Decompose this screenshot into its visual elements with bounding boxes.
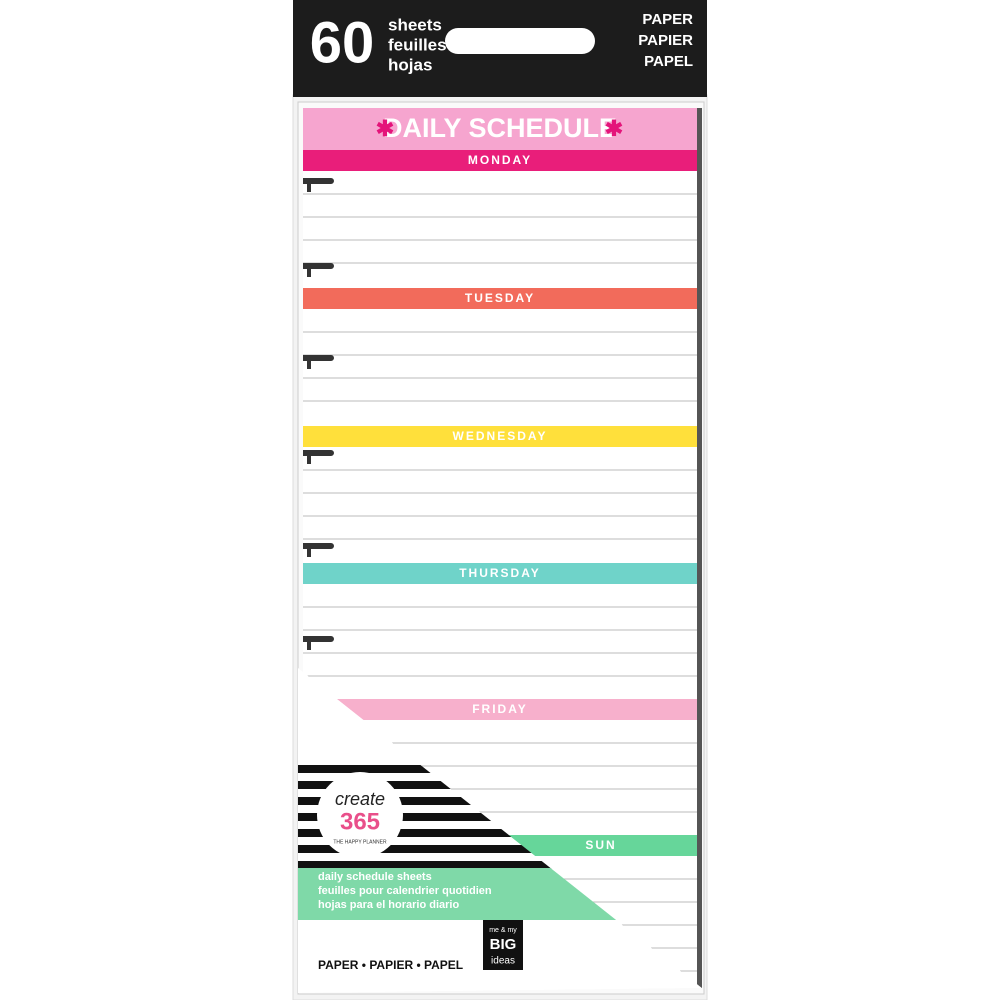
stripe (298, 829, 702, 837)
tagline: THE HAPPY PLANNER (333, 839, 387, 845)
hang-hole (445, 28, 595, 54)
stripe (298, 845, 702, 853)
page-title: DAILY SCHEDULE (383, 113, 617, 143)
day-band (303, 150, 697, 171)
ring-tabs (303, 178, 334, 650)
star: ✱ (605, 116, 623, 141)
sheet-count: 60 (310, 10, 375, 75)
maker: ideas (491, 956, 515, 967)
day-band (303, 699, 697, 720)
day-label: THURSDAY (459, 566, 541, 580)
material-label: PAPIER (638, 32, 693, 49)
stripe (298, 861, 702, 869)
maker: me & my (489, 927, 517, 934)
material-footer: PAPER • PAPIER • PAPEL (318, 958, 463, 972)
sheets-label: sheets (388, 15, 442, 34)
logo-circle (317, 772, 403, 858)
material-label: PAPEL (644, 53, 693, 70)
description: daily schedule sheets (318, 871, 432, 883)
day-label: FRIDAY (472, 702, 528, 716)
brand: create (335, 789, 385, 809)
sheet-edge (697, 108, 702, 988)
day-band (303, 563, 697, 584)
day-band (303, 426, 697, 447)
day-label: TUESDAY (465, 291, 535, 305)
maker: BIG (490, 936, 517, 953)
ring-tab (303, 543, 334, 557)
title-band (303, 108, 697, 150)
day-label: MONDAY (468, 153, 532, 167)
description: hojas para el horario diario (318, 899, 459, 911)
day-label: WEDNESDAY (453, 429, 548, 443)
ring-tab (303, 178, 334, 192)
sheets-label: feuilles (388, 35, 447, 54)
day-band (303, 288, 697, 309)
ring-tab (303, 263, 334, 277)
ring-tab (303, 636, 334, 650)
sheets-label: hojas (388, 55, 432, 74)
description: feuilles pour calendrier quotidien (318, 885, 492, 897)
maker-logo (483, 920, 523, 970)
brand-number: 365 (340, 808, 380, 835)
star: ✱ (376, 116, 394, 141)
material-label: PAPER (642, 11, 693, 28)
ring-tab (303, 450, 334, 464)
day-label: SUN (585, 838, 616, 852)
ring-tab (303, 355, 334, 369)
